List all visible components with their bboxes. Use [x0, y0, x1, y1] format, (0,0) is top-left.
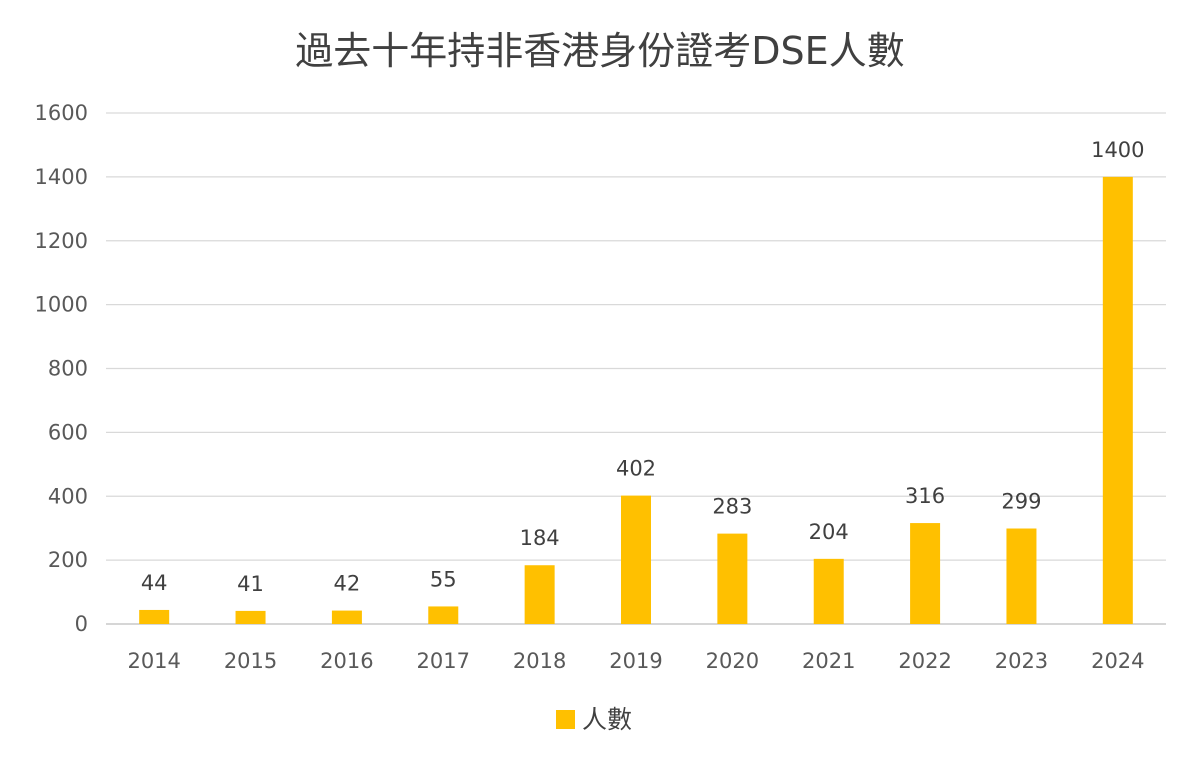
bar	[910, 523, 941, 624]
data-label: 204	[809, 520, 849, 544]
y-tick-label: 600	[48, 420, 88, 444]
legend-swatch	[556, 710, 575, 729]
bar	[813, 558, 844, 624]
data-label: 1400	[1091, 138, 1144, 162]
gridlines	[106, 112, 1166, 625]
y-tick-label: 1600	[35, 101, 88, 125]
y-tick-label: 1400	[35, 165, 88, 189]
data-label: 42	[334, 572, 361, 596]
y-tick-label: 400	[48, 484, 88, 508]
y-tick-label: 1000	[35, 293, 88, 317]
x-tick-label: 2015	[224, 649, 277, 673]
bar	[139, 609, 170, 624]
legend-label: 人數	[582, 705, 632, 734]
data-label: 283	[712, 495, 752, 519]
x-tick-label: 2019	[609, 649, 662, 673]
x-tick-label: 2024	[1091, 649, 1144, 673]
data-label: 41	[237, 572, 264, 596]
x-tick-label: 2020	[706, 649, 759, 673]
x-tick-label: 2017	[417, 649, 470, 673]
bar	[717, 533, 748, 624]
y-tick-label: 0	[75, 612, 88, 636]
legend: 人數	[556, 705, 632, 734]
bar	[524, 565, 555, 624]
y-tick-label: 1200	[35, 229, 88, 253]
data-label: 316	[905, 484, 945, 508]
data-label: 402	[616, 457, 656, 481]
bars	[139, 176, 1133, 624]
x-tick-label: 2022	[898, 649, 951, 673]
x-tick-label: 2014	[127, 649, 180, 673]
x-axis-tick-labels: 2014 2015 2016 2017 2018 2019 2020 2021 2022 2023…	[127, 649, 1144, 673]
data-label: 184	[520, 526, 560, 550]
bar	[1006, 528, 1037, 624]
chart-title: 過去十年持非香港身份證考DSE人數	[295, 29, 904, 73]
bar	[1102, 176, 1133, 624]
y-tick-label: 200	[48, 548, 88, 572]
data-label: 299	[1001, 490, 1041, 514]
y-axis-tick-labels: 0 200 400 600 800 1000 1200 1400 1600	[35, 101, 88, 636]
x-tick-label: 2023	[995, 649, 1048, 673]
x-tick-label: 2018	[513, 649, 566, 673]
y-tick-label: 800	[48, 357, 88, 381]
data-labels: 44 41 42 55 184 402 283 204 316 299 1400	[141, 138, 1145, 596]
bar	[235, 610, 266, 624]
bar	[428, 606, 459, 624]
bar	[621, 495, 651, 624]
data-label: 55	[430, 567, 457, 591]
x-tick-label: 2016	[320, 649, 373, 673]
bar	[331, 610, 362, 624]
data-label: 44	[141, 571, 168, 595]
x-tick-label: 2021	[802, 649, 855, 673]
